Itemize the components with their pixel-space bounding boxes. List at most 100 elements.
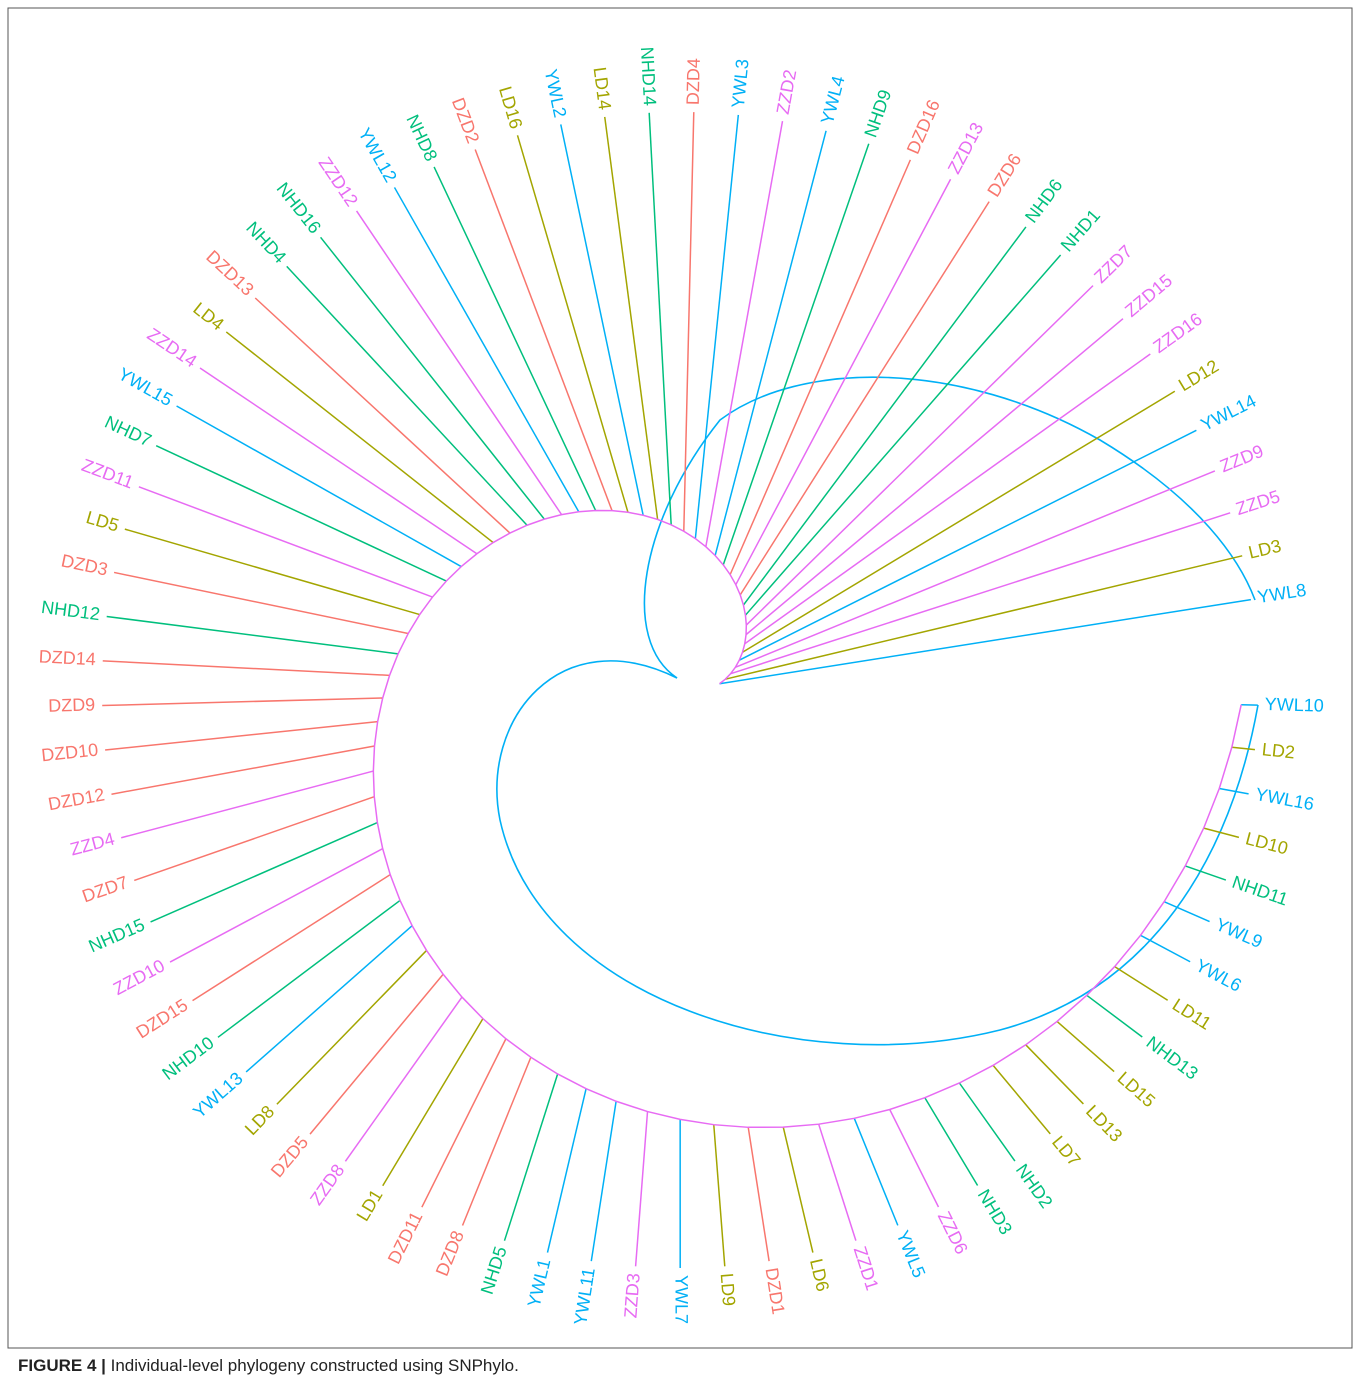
leaf-label: ZZD8 xyxy=(306,1160,348,1208)
leaf-branch xyxy=(319,236,545,520)
leaf-branch xyxy=(729,159,912,575)
leaf-branch xyxy=(1203,827,1240,839)
leaf-label: NHD14 xyxy=(637,46,660,106)
leaf-branch xyxy=(604,116,659,520)
leaf-branch xyxy=(102,660,390,677)
leaf-label: NHD13 xyxy=(1143,1032,1202,1083)
leaf-branch xyxy=(138,486,433,598)
leaf-branch xyxy=(889,1109,940,1208)
leaf-branch xyxy=(192,874,391,1002)
caption-label: FIGURE 4 | xyxy=(18,1356,106,1375)
leaf-branch xyxy=(560,124,644,516)
leaf-branch xyxy=(958,1082,1016,1162)
leaf-label: ZZD14 xyxy=(144,324,201,371)
leaf-label: ZZD4 xyxy=(68,829,117,860)
leaf-label: LD14 xyxy=(590,66,615,111)
leaf-branch xyxy=(719,598,1252,685)
leaf-label: YWL2 xyxy=(541,67,571,119)
leaf-label: ZZD16 xyxy=(1149,309,1205,357)
leaf-label: YWL6 xyxy=(1192,955,1245,996)
leaf-branch xyxy=(744,254,1062,616)
leaf-label: ZZD2 xyxy=(773,68,801,116)
leaf-label: LD11 xyxy=(1169,995,1215,1034)
leaf-branch xyxy=(713,1124,726,1267)
spiral-branch xyxy=(496,660,1259,1046)
leaf-branch xyxy=(102,697,383,707)
leaf-label: NHD15 xyxy=(86,914,148,956)
leaf-label: LD8 xyxy=(241,1101,278,1139)
leaf-branch xyxy=(393,187,580,513)
leaf-label: ZZD9 xyxy=(1217,441,1266,477)
leaf-branch xyxy=(546,1088,587,1253)
leaf-branch xyxy=(744,353,1151,645)
leaf-label: DZD14 xyxy=(38,646,96,669)
leaf-label: ZZD10 xyxy=(110,955,168,999)
leaf-label: DZD1 xyxy=(762,1266,789,1316)
leaf-label: LD2 xyxy=(1261,739,1296,762)
caption: FIGURE 4 | Individual-level phylogeny co… xyxy=(18,1356,519,1376)
leaf-branch xyxy=(738,429,1197,661)
leaf-branch xyxy=(516,135,629,513)
leaf-label: NHD16 xyxy=(273,179,325,238)
leaf-branch xyxy=(745,285,1094,626)
leaf-branch xyxy=(134,795,375,882)
leaf-label: YWL5 xyxy=(892,1228,929,1281)
leaf-branch xyxy=(111,745,375,795)
leaf-branch xyxy=(433,166,597,511)
leaf-label: LD3 xyxy=(1246,536,1283,563)
leaf-label: DZD9 xyxy=(48,694,96,715)
leaf-label: LD12 xyxy=(1175,356,1222,395)
leaf-branch xyxy=(648,112,672,525)
leaf-label: ZZD6 xyxy=(934,1208,972,1257)
leaf-branch xyxy=(1114,965,1169,1001)
leaf-label: DZD10 xyxy=(40,740,99,766)
leaf-branch xyxy=(217,899,401,1038)
leaf-label: LD6 xyxy=(806,1257,833,1294)
leaf-label: ZZD11 xyxy=(79,455,136,493)
leaf-branch xyxy=(225,331,494,544)
leaf-branch xyxy=(150,821,378,923)
leaf-label: NHD3 xyxy=(974,1186,1016,1238)
leaf-label: ZZD1 xyxy=(850,1244,883,1293)
leaf-branch xyxy=(745,318,1124,636)
leaf-label: DZD2 xyxy=(448,95,483,146)
frame xyxy=(7,7,1353,1349)
leaf-label: DZD15 xyxy=(133,995,192,1043)
leaf-branch xyxy=(634,1111,649,1267)
leaf-branch xyxy=(245,925,413,1073)
leaf-branch xyxy=(992,1064,1051,1135)
leaf-label: LD15 xyxy=(1114,1068,1160,1111)
leaf-branch xyxy=(106,615,399,655)
leaf-label: YWL16 xyxy=(1254,784,1316,814)
caption-text: Individual-level phylogeny constructed u… xyxy=(105,1356,519,1375)
leaf-branch xyxy=(730,512,1231,675)
leaf-branch xyxy=(722,143,870,566)
leaf-branch xyxy=(503,1073,559,1241)
leaf-branch xyxy=(355,210,563,516)
leaf-label: LD16 xyxy=(495,84,526,131)
leaf-branch xyxy=(199,367,478,555)
leaf-branch xyxy=(590,1101,617,1262)
leaf-branch xyxy=(735,470,1216,669)
leaf-label: YWL8 xyxy=(1256,580,1308,607)
leaf-label: ZZD5 xyxy=(1233,486,1282,519)
leaf-label: LD9 xyxy=(717,1272,739,1306)
leaf-branch xyxy=(344,996,463,1162)
leaf-label: ZZD7 xyxy=(1090,241,1136,287)
leaf-branch xyxy=(739,201,990,596)
leaf-label: YWL15 xyxy=(115,364,176,410)
leaf-branch xyxy=(382,1018,484,1187)
leaf-branch xyxy=(1231,746,1255,751)
leaf-label: DZD16 xyxy=(903,97,944,157)
leaf-label: LD5 xyxy=(84,507,121,535)
leaf-label: DZD7 xyxy=(80,872,131,906)
leaf-branch xyxy=(683,112,695,532)
leaf-label: LD13 xyxy=(1082,1101,1126,1146)
leaf-label: YWL4 xyxy=(817,74,849,126)
leaf-label: DZD8 xyxy=(432,1228,468,1279)
leaf-label: NHD12 xyxy=(40,597,101,624)
leaf-label: DZD4 xyxy=(683,58,704,105)
leaf-label: ZZD15 xyxy=(1121,270,1176,321)
leaf-branch xyxy=(176,405,462,568)
